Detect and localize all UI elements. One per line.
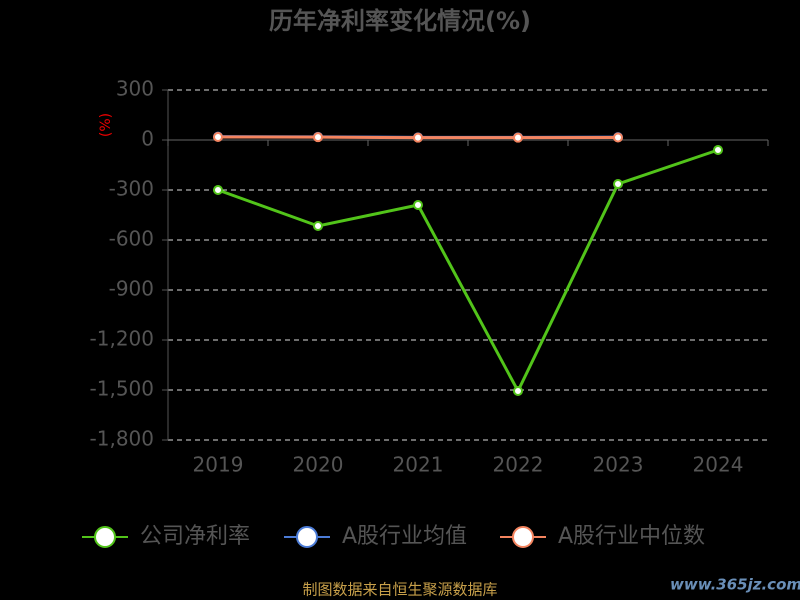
legend-marker <box>94 526 116 548</box>
point <box>713 145 723 155</box>
point <box>313 132 323 143</box>
point <box>213 132 223 142</box>
x-tick-label: 2024 <box>693 453 744 477</box>
x-tick-label: 2019 <box>193 453 244 477</box>
source-note: 制图数据来自恒生聚源数据库 <box>302 581 497 599</box>
point <box>413 200 423 210</box>
point <box>613 132 623 143</box>
y-axis-label: (%) <box>98 113 114 137</box>
series-line <box>217 148 719 395</box>
point <box>613 179 623 189</box>
legend-marker <box>296 526 318 548</box>
legend-label: A股行业中位数 <box>558 524 705 549</box>
y-tick-label: -1,800 <box>90 427 154 451</box>
watermark: www.365jz.com <box>670 576 800 594</box>
y-tick-label: -300 <box>109 177 154 201</box>
chart-title: 历年净利率变化情况(%) <box>269 7 531 35</box>
x-tick-label: 2020 <box>293 453 344 477</box>
y-tick-label: -900 <box>109 277 154 301</box>
x-tick-label: 2023 <box>593 453 644 477</box>
y-tick-label: -600 <box>109 227 154 251</box>
legend-label: 公司净利率 <box>140 524 250 549</box>
x-tick-label: 2022 <box>493 453 544 477</box>
y-tick-label: -1,500 <box>90 377 154 401</box>
legend-marker <box>512 526 534 548</box>
x-tick-label: 2021 <box>393 453 444 477</box>
point <box>413 132 423 143</box>
point <box>313 221 323 231</box>
y-tick-label: 0 <box>141 127 154 151</box>
point <box>513 132 523 143</box>
legend-label: A股行业均值 <box>342 524 467 549</box>
y-tick-label: 300 <box>116 77 154 101</box>
point <box>513 386 523 396</box>
point <box>213 185 223 195</box>
y-tick-label: -1,200 <box>90 327 154 351</box>
